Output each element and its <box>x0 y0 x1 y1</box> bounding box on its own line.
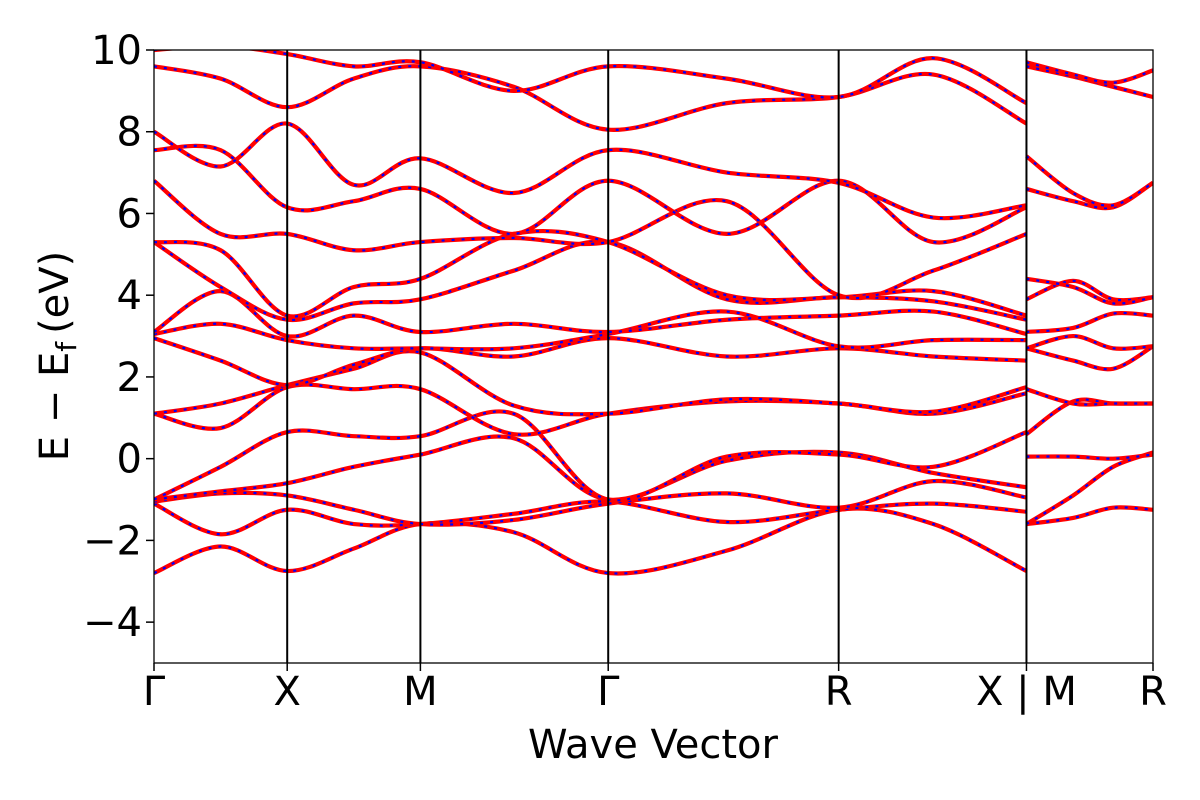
y-axis-title: E − Ef (eV) <box>32 251 83 462</box>
y-tick-label: 2 <box>117 355 142 401</box>
band-dashed-line-10 <box>154 240 1027 322</box>
band-dashed-line-18 <box>1025 451 1153 525</box>
x-axis-ticks: Γ X M Γ R X | M R <box>143 663 1167 715</box>
band-dashed-line-26 <box>1026 277 1153 305</box>
band-dashed-line-16 <box>154 50 1027 105</box>
bands-layer <box>154 50 1153 576</box>
band-dashed-line-25 <box>1026 279 1153 302</box>
band-dashed-line-2 <box>154 480 1027 526</box>
y-tick-label: −2 <box>83 518 142 564</box>
band-line-4 <box>154 409 1028 503</box>
band-line-1 <box>154 499 1027 537</box>
band-dashed-line-30 <box>1026 61 1153 84</box>
x-tick-label: X | M <box>976 669 1077 715</box>
plot-frame <box>153 49 1154 664</box>
x-tick-label: Γ <box>143 669 166 715</box>
y-tick-label: 10 <box>91 28 142 74</box>
band-dashed-line-19 <box>1026 453 1153 460</box>
band-dashed-line-21 <box>1026 388 1153 406</box>
band-dashed-line-8 <box>154 310 1027 351</box>
x-tick-label: R <box>1139 669 1167 715</box>
band-dashed-line-0 <box>154 507 1027 575</box>
high-symmetry-lines <box>286 50 1028 663</box>
y-axis-title-unit: (eV) <box>32 251 78 334</box>
y-tick-label: 0 <box>117 437 142 483</box>
band-line-17 <box>1026 505 1153 527</box>
band-dashed-line-6 <box>154 350 1027 416</box>
x-tick-label: M <box>403 669 438 715</box>
band-dashed-line-27 <box>1026 181 1153 210</box>
band-dashed-line-12 <box>154 179 1027 300</box>
y-tick-label: −4 <box>83 600 142 646</box>
band-line-19 <box>1026 452 1153 461</box>
y-axis-title-subscript: f <box>50 341 83 352</box>
x-axis-title: Wave Vector <box>528 722 779 768</box>
band-dashed-line-24 <box>1026 311 1153 334</box>
y-axis-title-main: E − E <box>32 352 78 462</box>
band-dashed-line-29 <box>1026 65 1153 99</box>
band-line-0 <box>154 506 1028 576</box>
band-dashed-line-14 <box>154 122 1027 220</box>
band-dashed-line-23 <box>1026 334 1153 350</box>
y-tick-label: 8 <box>117 110 142 156</box>
band-dashed-line-22 <box>1026 345 1153 371</box>
band-dashed-line-13 <box>154 144 1027 244</box>
x-tick-label: R <box>825 669 853 715</box>
band-line-24 <box>1026 310 1153 335</box>
band-dashed-line-17 <box>1026 506 1153 526</box>
band-line-6 <box>154 349 1027 417</box>
band-line-10 <box>154 239 1027 323</box>
band-line-14 <box>154 121 1027 221</box>
band-dashed-line-9 <box>154 290 1027 338</box>
band-dashed-line-4 <box>154 410 1027 502</box>
y-axis-ticks: −4 −2 0 2 4 6 8 10 <box>83 28 154 646</box>
band-dashed-line-28 <box>1025 155 1153 207</box>
band-line-13 <box>154 143 1028 245</box>
y-tick-label: 6 <box>117 191 142 237</box>
band-dashed-line-15 <box>154 65 1027 131</box>
y-tick-label: 4 <box>117 273 142 319</box>
x-tick-label: Γ <box>597 669 620 715</box>
band-dashed-line-7 <box>154 337 1027 387</box>
x-tick-label: X <box>273 669 300 715</box>
band-line-15 <box>154 64 1028 132</box>
